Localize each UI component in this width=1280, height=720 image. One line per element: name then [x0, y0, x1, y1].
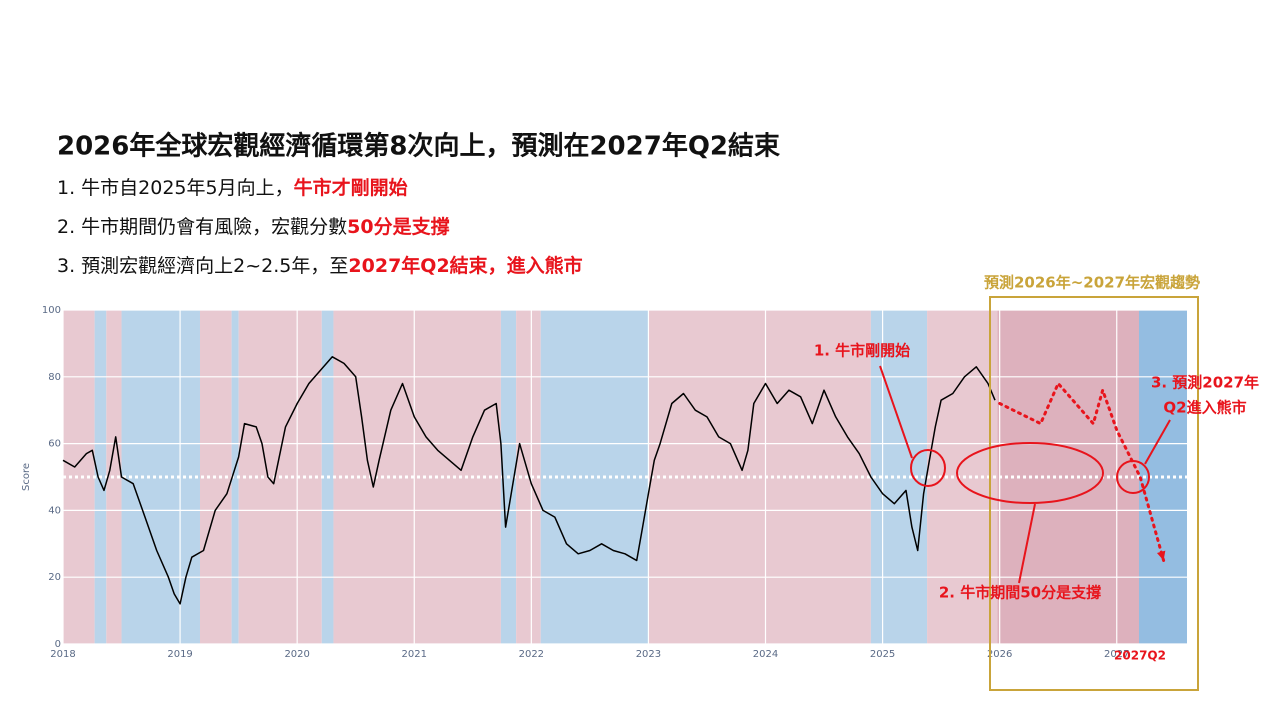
highlight-circle — [1116, 460, 1150, 494]
y-tick-label: 40 — [48, 505, 61, 516]
regime-band — [540, 310, 649, 644]
highlight-circle — [956, 442, 1104, 504]
bullet-highlight: 牛市才剛開始 — [294, 176, 408, 199]
forecast-label: 預測2026年~2027年宏觀趨勢 — [984, 274, 1200, 292]
overlay: 預測2026年~2027年宏觀趨勢 2027Q2 1. 牛市剛開始 2. 牛市期… — [814, 274, 1259, 691]
x-tick-label: 2022 — [519, 649, 544, 660]
y-tick-label: 80 — [48, 372, 61, 383]
x-tick-label: 2020 — [284, 649, 309, 660]
x-tick-label: 2024 — [753, 649, 778, 660]
annotation: Q2進入熊市 — [1163, 399, 1246, 417]
bullet-highlight: 50分是支撐 — [347, 215, 449, 238]
annotation: 2. 牛市期間50分是支撐 — [939, 584, 1101, 602]
bullet-text: 3. 預測宏觀經濟向上2~2.5年，至 — [57, 255, 348, 277]
y-tick-label: 20 — [48, 572, 61, 583]
annotation: 1. 牛市剛開始 — [814, 342, 910, 360]
x-tick-label: 2019 — [167, 649, 192, 660]
bullet: 3. 預測宏觀經濟向上2~2.5年，至2027年Q2結束，進入熊市 — [57, 254, 583, 277]
regime-band — [927, 310, 998, 644]
x-tick-label: 2021 — [402, 649, 427, 660]
forecast-box — [989, 296, 1199, 691]
bullet-highlight: 2027年Q2結束，進入熊市 — [348, 254, 582, 277]
series-line — [62, 356, 996, 605]
slide-title: 2026年全球宏觀經濟循環第8次向上，預測在2027年Q2結束 — [57, 131, 781, 162]
callout-line — [1018, 503, 1036, 584]
series-line — [998, 382, 1166, 562]
bullet-text: 2. 牛市期間仍會有風險，宏觀分數 — [57, 216, 347, 238]
x-tick-label: 2026 — [987, 649, 1012, 660]
x-tick-label: 2025 — [870, 649, 895, 660]
bullet: 1. 牛市自2025年5月向上，牛市才剛開始 — [57, 176, 408, 199]
chart: 0 20 40 60 80 100 2018 2019 2020 2021 2022 2023 2024… — [21, 305, 1187, 660]
x-tick-label: 2018 — [50, 649, 75, 660]
callout-line — [1144, 419, 1171, 465]
y-axis-title: Score — [21, 463, 32, 491]
bullet-text: 1. 牛市自2025年5月向上， — [57, 177, 294, 199]
x-tick-label: 2023 — [636, 649, 661, 660]
callout-line — [879, 365, 913, 459]
y-tick-label: 60 — [48, 439, 61, 450]
x-tick-label: 2027 — [1104, 649, 1129, 660]
arrow-head — [1156, 550, 1166, 561]
bullet: 2. 牛市期間仍會有風險，宏觀分數50分是支撐 — [57, 215, 450, 238]
y-tick-label: 100 — [42, 305, 61, 316]
end-label: 2027Q2 — [1114, 649, 1166, 663]
highlight-circle — [910, 449, 946, 487]
annotation: 3. 預測2027年 — [1151, 374, 1259, 392]
y-tick-label: 0 — [55, 639, 61, 650]
regime-band — [231, 310, 239, 644]
